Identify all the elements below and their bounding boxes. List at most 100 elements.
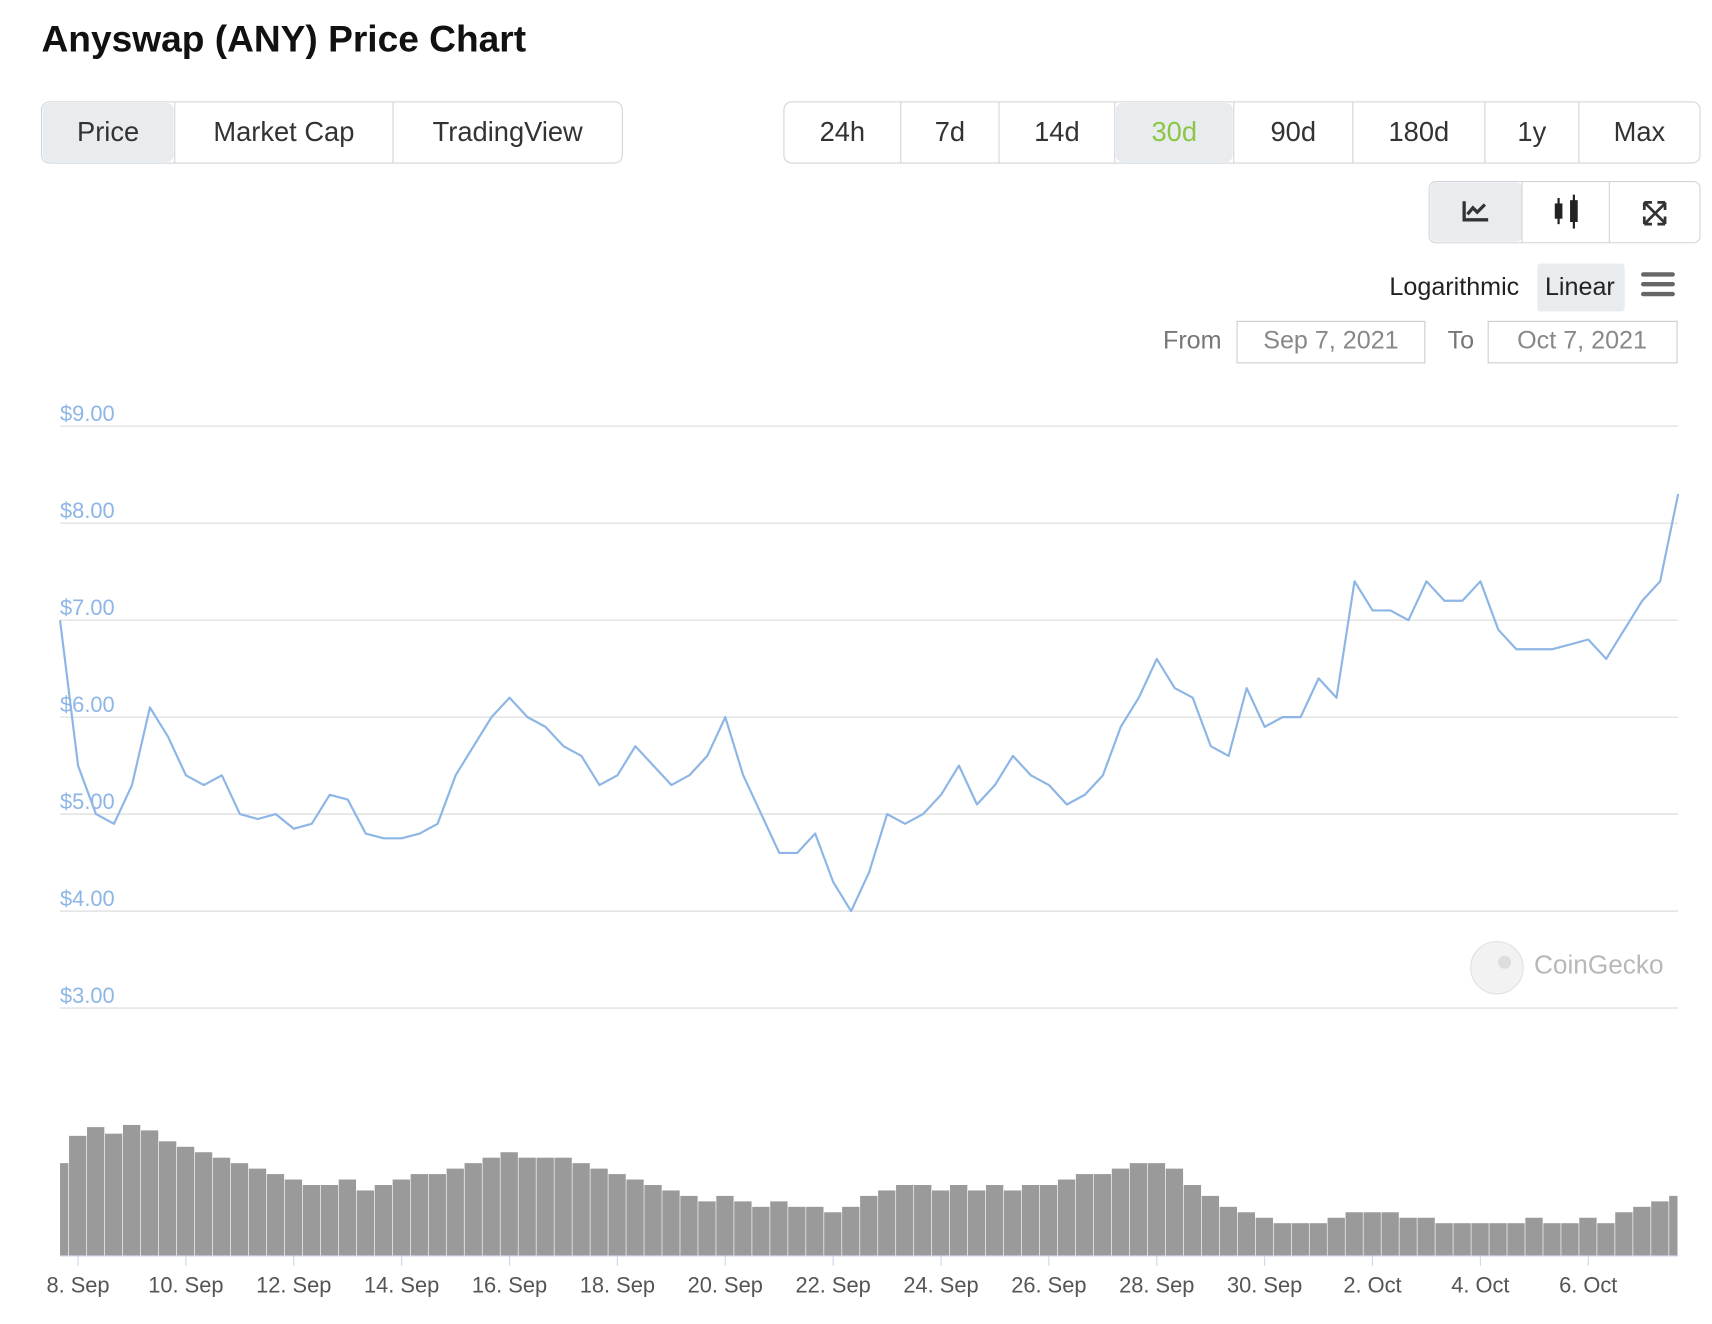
x-tick-label: 30. Sep [1227,1272,1302,1297]
tabs-group [40,101,623,164]
volume-bar [500,1152,518,1256]
ranges-button[interactable]: 90d [1271,116,1317,147]
ranges-button[interactable]: 180d [1388,116,1449,147]
volume-bar [985,1184,1004,1256]
from-label: From [1163,327,1222,355]
volume-bar [662,1190,680,1256]
x-tick-label: 4. Oct [1451,1272,1509,1297]
volume-bar [392,1179,410,1256]
ranges-active-bg [1115,102,1233,162]
from-value: Sep 7, 2021 [1263,327,1398,355]
scale-button[interactable]: Logarithmic [1389,273,1519,301]
y-tick-label: $7.00 [60,595,115,620]
volume-bar [518,1157,536,1256]
fullscreen-button[interactable] [1642,200,1667,226]
to-value: Oct 7, 2021 [1517,327,1647,355]
watermark-text: CoinGecko [1534,950,1664,980]
volume-bar [1291,1223,1309,1256]
tabs-button[interactable]: TradingView [433,116,583,147]
x-tick-label: 10. Sep [148,1272,223,1297]
tabs-active-bg [42,102,174,162]
volume-bar [1651,1201,1669,1256]
scale-active-bg [1537,263,1625,312]
volume-bar [338,1179,357,1256]
volume-bar [230,1163,249,1256]
ranges-button[interactable]: 7d [935,116,965,147]
volume-bar [1615,1212,1633,1256]
volume-bar [1039,1184,1058,1256]
volume-bar [536,1157,554,1256]
tabs-button[interactable]: Price [77,116,139,147]
volume-bar [69,1135,87,1256]
from-input[interactable] [1236,320,1426,364]
volume-bar [752,1206,770,1256]
volume-bar [1129,1163,1148,1256]
volume-bar [1453,1223,1471,1256]
y-tick-label: $4.00 [60,886,115,911]
volume-bar [896,1184,914,1256]
x-tick-label: 22. Sep [796,1272,871,1297]
volume-bar [140,1130,159,1256]
volume-bar [122,1124,141,1256]
to-input[interactable] [1487,320,1678,364]
volume-bar [1381,1212,1399,1256]
price-line [58,493,1680,913]
volume-bar [212,1157,231,1256]
volume-bar [824,1212,842,1256]
volume-bar [60,1163,69,1256]
volume-bar [1507,1223,1525,1256]
y-tick-label: $9.00 [60,401,115,426]
volume-bar [1471,1223,1489,1256]
volume-bar [302,1184,321,1256]
page-title: Anyswap (ANY) Price Chart [41,18,526,60]
candle-button[interactable] [1554,194,1578,229]
volume-bar [1147,1163,1166,1256]
volume-bar [590,1168,608,1256]
volume-bar [1669,1195,1678,1256]
volume-bar [1219,1206,1238,1256]
volume-bar [644,1184,662,1256]
tabs-button[interactable]: Market Cap [213,116,354,147]
x-tick-label: 26. Sep [1011,1272,1086,1297]
volume-bar [1309,1223,1327,1256]
menu-button[interactable] [1641,272,1675,297]
volume-bar [266,1174,285,1256]
volume-bar [104,1133,123,1256]
volume-bar [284,1179,303,1256]
volume-bar [806,1206,824,1256]
volume-bar [320,1184,339,1256]
scale-button[interactable]: Linear [1545,273,1615,301]
ranges-button[interactable]: 1y [1517,116,1546,147]
y-tick-label: $8.00 [60,498,115,523]
volume-bar [410,1174,428,1256]
ranges-group [783,101,1701,164]
volume-bar [356,1190,375,1256]
volume-bar [1543,1223,1561,1256]
volume-bar [1633,1206,1651,1256]
x-tick-label: 2. Oct [1343,1272,1401,1297]
volume-bar [572,1163,590,1256]
volume-bar [194,1152,213,1256]
x-tick-label: 28. Sep [1119,1272,1194,1297]
volume-bar [1345,1212,1363,1256]
ranges-button[interactable]: 14d [1034,116,1080,147]
volume-bar [1327,1217,1345,1256]
volume-bar [914,1184,932,1256]
volume-bar [1183,1184,1202,1256]
ranges-button[interactable]: Max [1614,116,1666,147]
x-tick-label: 24. Sep [903,1272,978,1297]
volume-bar [428,1174,446,1256]
volume-bar [967,1190,986,1256]
volume-bar [1021,1184,1040,1256]
volume-bar [464,1163,482,1256]
ranges-button[interactable]: 30d [1152,116,1198,147]
x-tick-label: 14. Sep [364,1272,439,1297]
volume-bar [788,1206,806,1256]
volume-bar [932,1190,950,1256]
volume-bar [950,1184,968,1256]
volume-bar [842,1206,860,1256]
volume-bar [482,1157,500,1256]
ranges-button[interactable]: 24h [820,116,866,147]
